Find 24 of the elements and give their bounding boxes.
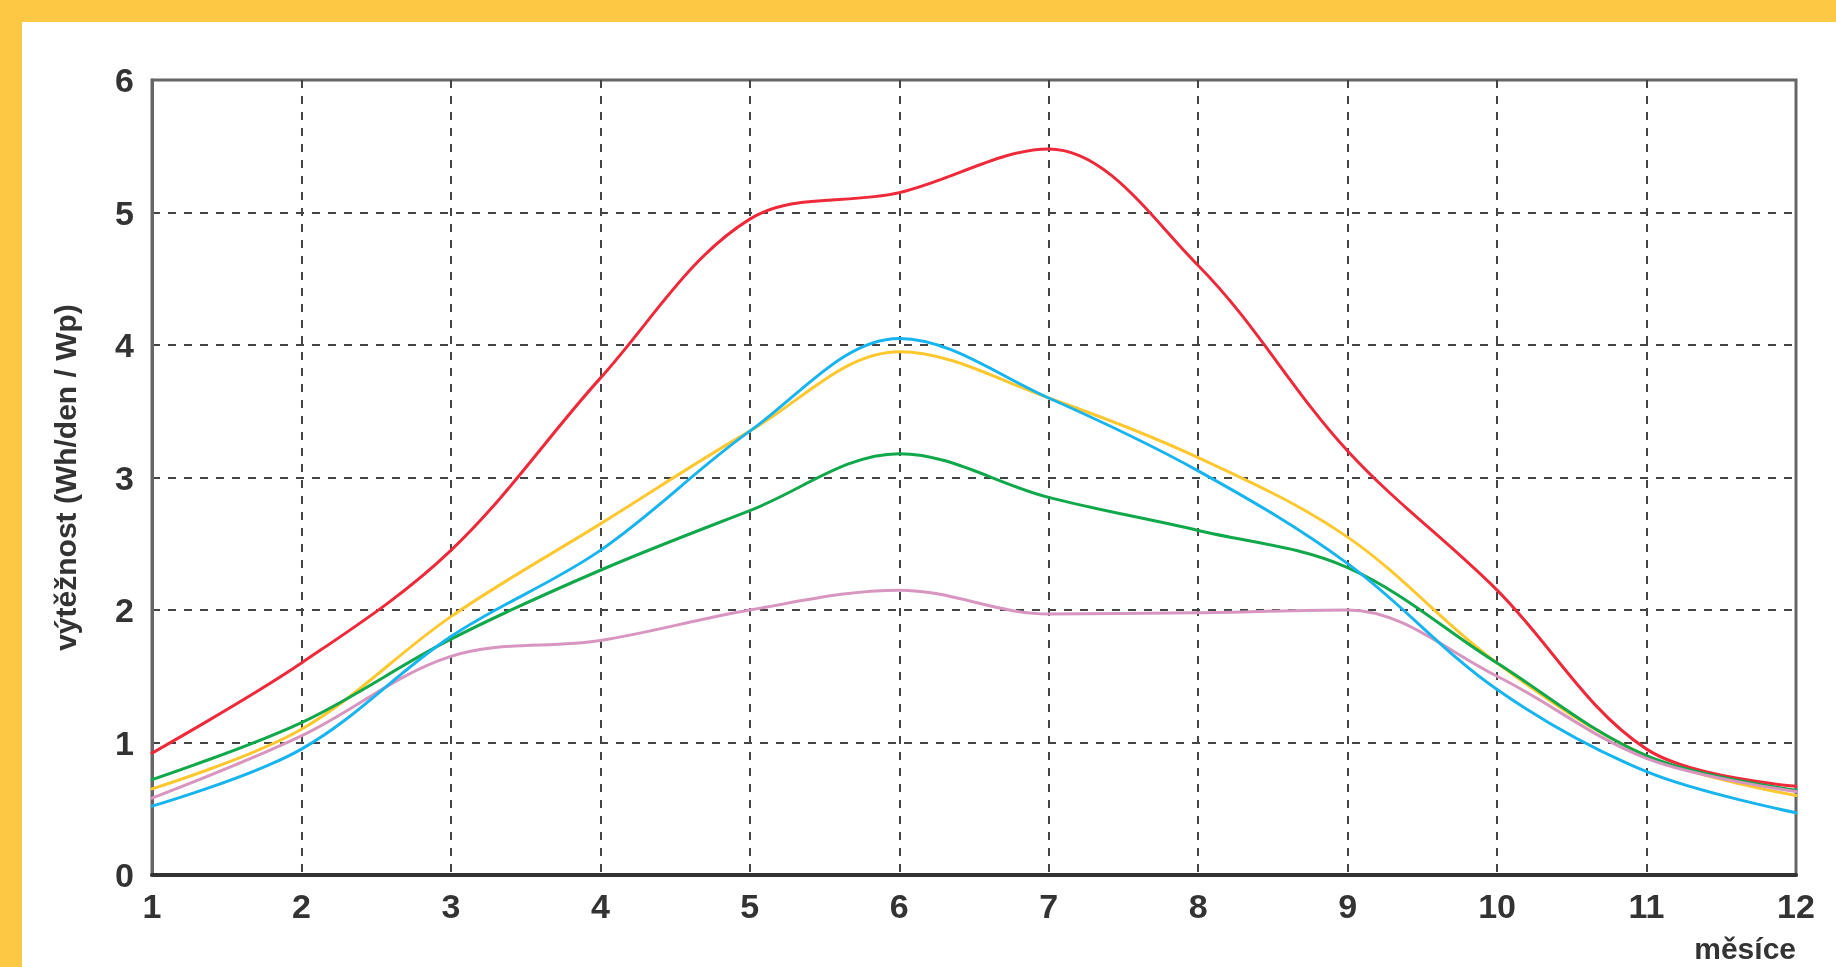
- y-axis-title: výtěžnost (Wh/den / Wp): [48, 304, 82, 651]
- x-tick-label: 11: [1628, 887, 1665, 925]
- x-tick-label: 5: [740, 887, 760, 925]
- y-tick-label: 3: [115, 458, 134, 497]
- x-tick-label: 7: [1039, 887, 1059, 925]
- x-tick-label: 8: [1188, 887, 1208, 925]
- x-tick-label: 2: [291, 887, 311, 925]
- line-series: [150, 452, 1798, 792]
- x-tick-label: 4: [590, 887, 610, 925]
- x-tick-label: 12: [1777, 887, 1815, 925]
- x-tick-label: 9: [1338, 887, 1358, 925]
- x-axis-title: měsíce: [1694, 931, 1796, 965]
- line-series: [150, 588, 1798, 800]
- x-tick-label: 6: [889, 887, 909, 925]
- y-tick-label: 0: [115, 856, 134, 894]
- x-tick-label: 3: [441, 887, 461, 925]
- x-tick-label: 10: [1478, 887, 1517, 925]
- y-tick-label: 1: [115, 723, 134, 762]
- x-tick-label: 1: [142, 887, 162, 925]
- line-series: [150, 147, 1798, 788]
- y-tick-label: 2: [115, 591, 134, 629]
- y-tick-label: 5: [115, 193, 134, 232]
- y-tick-label: 4: [115, 326, 135, 364]
- y-tick-label: 6: [115, 61, 134, 99]
